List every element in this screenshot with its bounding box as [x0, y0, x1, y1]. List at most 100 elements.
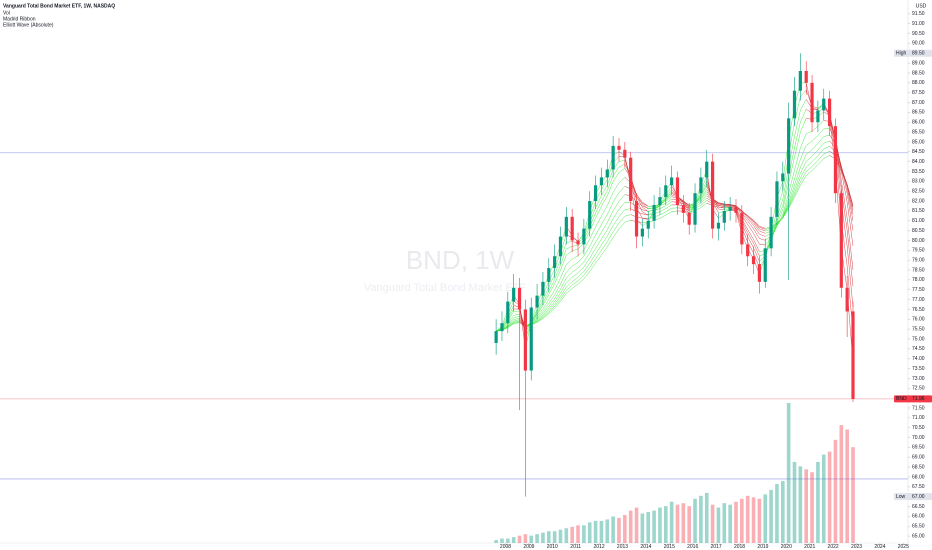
candle-body	[640, 228, 644, 237]
x-tick-label: 2020	[781, 544, 792, 550]
candle-body	[599, 177, 604, 186]
y-tick-label: 82.50	[912, 189, 925, 195]
x-tick-label: 2024	[874, 544, 885, 550]
y-tick-label: 78.50	[912, 267, 925, 273]
candle-body	[500, 323, 504, 332]
y-tick-label: 84.00	[912, 159, 925, 165]
candle-body	[757, 264, 761, 282]
y-tick-label: 85.50	[912, 129, 925, 135]
volume-bar	[623, 515, 627, 543]
volume-bar	[634, 507, 639, 543]
ribbon-line	[829, 140, 854, 215]
ribbon-line	[525, 219, 631, 328]
candle-body	[769, 216, 773, 249]
y-tick-label: 73.50	[912, 366, 925, 372]
volume-bar	[611, 516, 615, 543]
candle-body	[576, 240, 580, 245]
y-tick-label: 67.50	[912, 484, 925, 490]
volume-bar	[780, 481, 785, 543]
candle-body	[617, 145, 621, 150]
ribbon-line	[759, 99, 807, 262]
indicator-label: Vol	[3, 10, 10, 16]
candle-body	[588, 201, 592, 229]
volume-bar	[628, 510, 633, 543]
candle-body	[763, 248, 767, 282]
x-tick-label: 2009	[523, 544, 534, 550]
x-tick-label: 2019	[757, 544, 768, 550]
candle-body	[716, 222, 721, 229]
ribbon-line	[671, 181, 690, 220]
candle-body	[582, 228, 586, 245]
ribbon-line	[630, 208, 649, 215]
ribbon-line	[495, 300, 514, 332]
x-tick-label: 2023	[851, 544, 862, 550]
volume-bar	[716, 507, 721, 543]
y-tick-label: 74.50	[912, 346, 925, 352]
candle-body	[751, 256, 756, 265]
indicator-label: Elliott Wave (Absolute)	[3, 22, 54, 28]
candle-body	[658, 197, 662, 206]
candle-body	[804, 71, 808, 83]
y-tick-label: 66.50	[912, 504, 925, 510]
volume-bar	[839, 425, 844, 543]
ribbon-line	[829, 146, 854, 210]
candle-body	[746, 244, 750, 257]
price-marker	[894, 493, 932, 501]
currency: USD	[916, 3, 927, 9]
price-marker	[894, 395, 932, 403]
candle-body	[541, 281, 545, 296]
candle-body	[681, 205, 685, 213]
candle-body	[494, 331, 498, 343]
ribbon-line	[706, 202, 725, 208]
ribbon-line	[689, 202, 707, 213]
x-tick-label: 2012	[594, 544, 605, 550]
volume-bar	[541, 532, 545, 543]
x-tick-label: 2018	[734, 544, 745, 550]
y-tick-label: 72.50	[912, 386, 925, 392]
x-tick-label: 2013	[617, 544, 628, 550]
candle-body	[787, 118, 791, 174]
volume-bar	[652, 510, 656, 543]
candle-body	[558, 236, 563, 257]
volume-bar	[494, 540, 498, 543]
candle-body	[734, 206, 738, 213]
candle-body	[810, 82, 814, 123]
candle-body	[593, 185, 598, 202]
candle-body	[833, 126, 838, 194]
x-tick-label: 2022	[828, 544, 839, 550]
candle-body	[623, 149, 627, 158]
y-tick-label: 87.50	[912, 90, 925, 96]
candle-body	[535, 295, 539, 308]
ribbon-line	[765, 120, 824, 246]
candle-body	[792, 90, 797, 119]
ribbon-line	[525, 163, 625, 330]
ribbon-line	[525, 202, 631, 327]
y-tick-label: 69.00	[912, 455, 925, 461]
ribbon-line	[765, 146, 830, 232]
y-tick-label: 84.50	[912, 149, 925, 155]
volume-bar	[558, 529, 563, 543]
ribbon-line	[525, 208, 631, 327]
volume-bar	[593, 520, 598, 543]
y-tick-label: 70.00	[912, 435, 925, 441]
y-tick-label: 68.00	[912, 474, 925, 480]
volume-bar	[529, 535, 534, 543]
ribbon-line	[765, 140, 830, 234]
volume-bar	[775, 484, 779, 543]
volume-bar	[740, 498, 744, 543]
y-tick-label: 80.00	[912, 238, 925, 244]
ribbon-line	[689, 191, 707, 206]
candle-body	[670, 177, 674, 186]
volume-bar	[792, 461, 797, 543]
ribbon-line	[577, 159, 625, 243]
volume-bar	[523, 534, 528, 543]
volume-bar	[687, 506, 691, 543]
y-tick-label: 71.50	[912, 405, 925, 411]
candle-body	[553, 256, 557, 269]
candle-body	[506, 301, 510, 324]
indicator-label: Madrid Ribbon	[3, 16, 36, 22]
ribbon-line	[671, 201, 690, 207]
candle-body	[798, 71, 802, 91]
ribbon-line	[525, 177, 626, 327]
